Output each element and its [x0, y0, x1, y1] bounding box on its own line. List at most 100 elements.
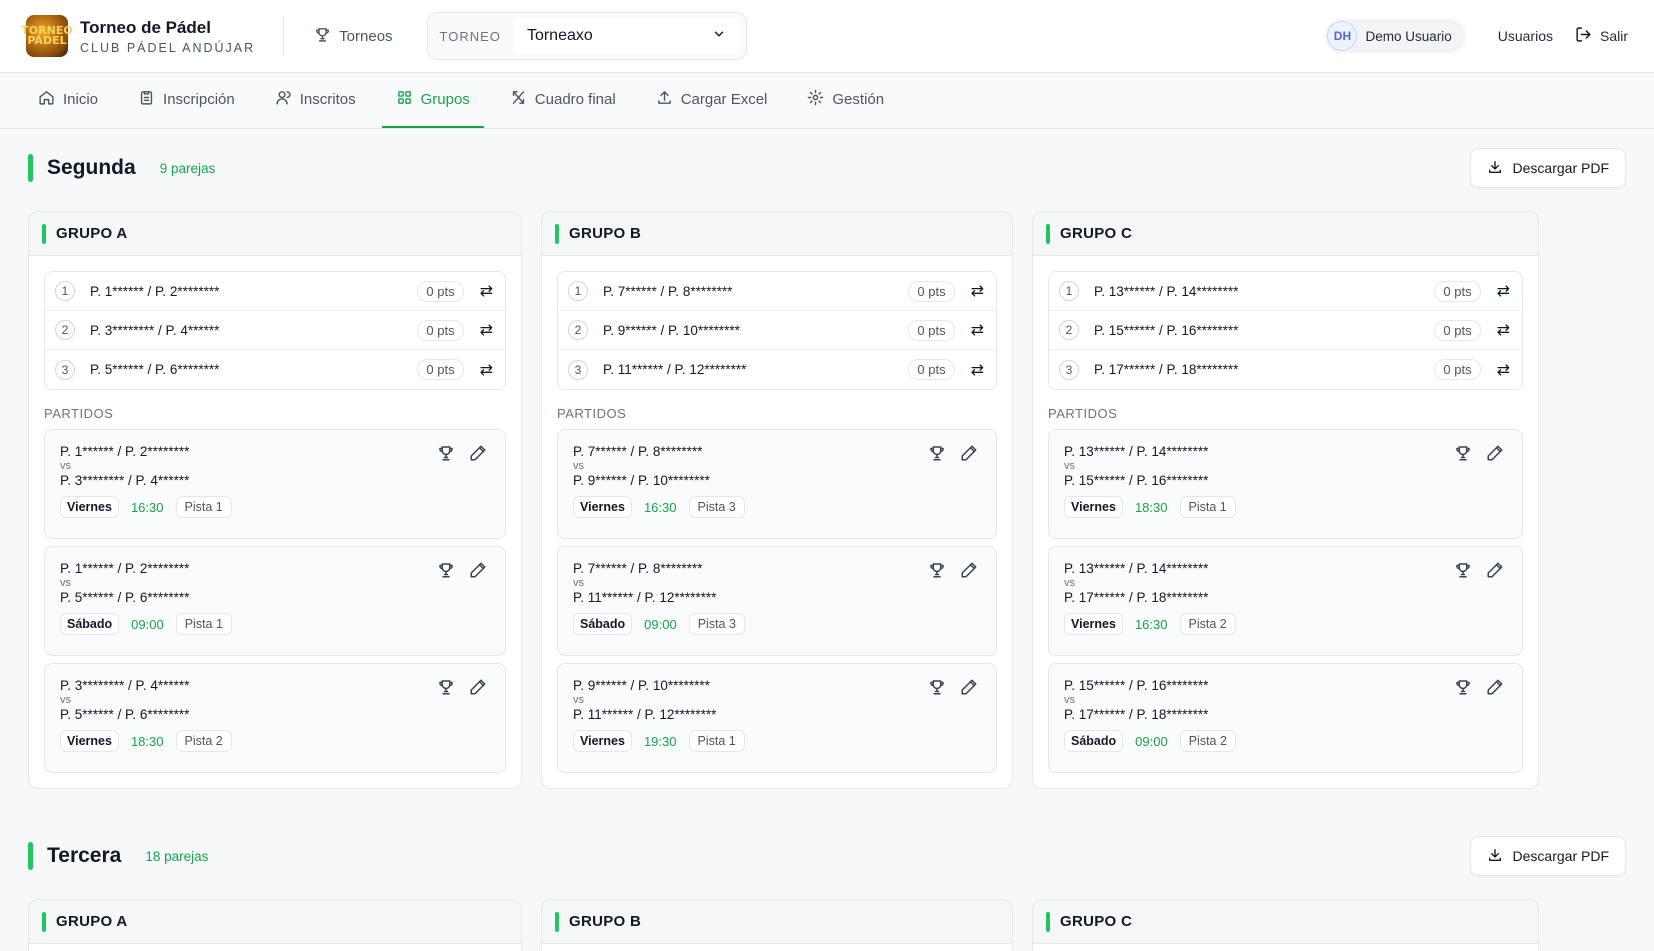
tab-cuadro-final[interactable]: Cuadro final [496, 73, 630, 128]
standings-row: 3 P. 17****** / P. 18******** 0 pts ⇄ [1049, 350, 1522, 389]
pair-name: P. 15****** / P. 16******** [1094, 322, 1239, 338]
trophy-icon [314, 26, 331, 47]
edit-icon[interactable] [1486, 561, 1504, 582]
standings-table: 1 P. 1****** / P. 2******** 0 pts ⇄ 2 P. 3***… [44, 271, 506, 390]
match-day: Viernes [573, 730, 632, 752]
swap-icon[interactable]: ⇄ [1496, 361, 1510, 379]
download-pdf-button[interactable]: Descargar PDF [1469, 836, 1626, 876]
trophy-icon[interactable] [928, 678, 946, 699]
tab-grupos[interactable]: Grupos [381, 73, 484, 128]
edit-icon[interactable] [469, 444, 487, 465]
category-section: Segunda 9 parejas Descargar PDF GRUPO A 1 P. … [28, 147, 1626, 789]
match-actions [928, 678, 978, 699]
group-accent-bar [1046, 223, 1050, 244]
trophy-icon[interactable] [437, 678, 455, 699]
match-court: Pista 3 [688, 613, 745, 635]
match-pair-b: P. 9****** / P. 10******** [573, 473, 710, 488]
points-badge: 0 pts [1434, 319, 1481, 341]
section-title: Segunda [47, 156, 136, 179]
main-content: Segunda 9 parejas Descargar PDF GRUPO A 1 P. … [0, 129, 1654, 951]
match-card: P. 7****** / P. 8******** vs P. 9****** / … [557, 429, 997, 539]
group-header: GRUPO A [29, 900, 521, 944]
match-pair-b: P. 3******** / P. 4****** [60, 473, 190, 488]
group-body [1033, 944, 1538, 951]
edit-icon[interactable] [469, 561, 487, 582]
group-accent-bar [1046, 911, 1050, 932]
brand: Torneo de Pádel CLUB PÁDEL ANDÚJAR [80, 18, 255, 55]
match-day: Viernes [60, 496, 119, 518]
vs-label: vs [573, 460, 584, 472]
points-badge: 0 pts [908, 319, 955, 341]
edit-icon[interactable] [960, 561, 978, 582]
tab-inscripcion[interactable]: Inscripción [124, 73, 249, 128]
download-pdf-label: Descargar PDF [1512, 160, 1609, 176]
swap-icon[interactable]: ⇄ [970, 283, 984, 300]
swap-icon[interactable]: ⇄ [970, 322, 984, 339]
swap-icon[interactable]: ⇄ [479, 322, 493, 339]
match-card: P. 1****** / P. 2******** vs P. 5****** / … [44, 546, 506, 656]
match-meta: Viernes 16:30 Pista 2 [1064, 613, 1507, 635]
usuarios-link[interactable]: Usuarios [1498, 28, 1553, 44]
matches-label: PARTIDOS [1048, 406, 1118, 421]
trophy-icon[interactable] [928, 444, 946, 465]
edit-icon[interactable] [1486, 678, 1504, 699]
trophy-icon[interactable] [1454, 561, 1472, 582]
section-header: Segunda 9 parejas Descargar PDF [28, 147, 1626, 189]
pair-name: P. 17****** / P. 18******** [1094, 362, 1239, 377]
swap-icon[interactable]: ⇄ [1496, 322, 1510, 339]
section-accent-bar [28, 154, 33, 182]
download-icon [1487, 159, 1503, 178]
match-card: P. 1****** / P. 2******** vs P. 3******** … [44, 429, 506, 539]
edit-icon[interactable] [469, 678, 487, 699]
edit-icon[interactable] [1486, 444, 1504, 465]
tab-label: Cuadro final [534, 91, 616, 108]
match-court: Pista 2 [175, 730, 232, 752]
edit-icon[interactable] [960, 444, 978, 465]
standings-table: 1 P. 7****** / P. 8******** 0 pts ⇄ 2 P. 9***… [557, 271, 997, 390]
trophy-icon[interactable] [1454, 444, 1472, 465]
match-pair-a: P. 9****** / P. 10******** [573, 678, 710, 693]
edit-icon[interactable] [960, 678, 978, 699]
swap-icon[interactable]: ⇄ [1496, 283, 1510, 300]
torneos-link[interactable]: Torneos [314, 26, 393, 47]
trophy-icon[interactable] [437, 444, 455, 465]
position-badge: 1 [1059, 281, 1079, 301]
points-badge: 0 pts [417, 280, 464, 302]
match-meta: Sábado 09:00 Pista 2 [1064, 730, 1507, 752]
standings-row: 1 P. 1****** / P. 2******** 0 pts ⇄ [45, 272, 505, 311]
category-section: Tercera 18 parejas Descargar PDF GRUPO A GRU… [28, 835, 1626, 951]
position-badge: 2 [568, 320, 588, 340]
brand-subtitle: CLUB PÁDEL ANDÚJAR [80, 40, 256, 55]
tab-inicio[interactable]: Inicio [24, 73, 112, 128]
group-accent-bar [555, 911, 559, 932]
group-header: GRUPO B [542, 212, 1012, 256]
group-title: GRUPO C [1060, 913, 1133, 930]
match-time: 09:00 [131, 616, 164, 632]
tab-gestion[interactable]: Gestión [793, 73, 898, 128]
match-card: P. 9****** / P. 10******** vs P. 11****** … [557, 663, 997, 773]
group-title: GRUPO B [569, 913, 642, 930]
group-body [29, 944, 521, 951]
trophy-icon[interactable] [928, 561, 946, 582]
swap-icon[interactable]: ⇄ [479, 283, 493, 300]
swap-icon[interactable]: ⇄ [970, 361, 984, 379]
upload-icon [656, 89, 673, 110]
download-pdf-button[interactable]: Descargar PDF [1469, 148, 1626, 188]
match-pair-a: P. 13****** / P. 14******** [1064, 561, 1209, 576]
group-card: GRUPO C [1032, 899, 1539, 951]
tab-inscritos[interactable]: Inscritos [261, 73, 370, 128]
swap-icon[interactable]: ⇄ [479, 361, 493, 379]
torneos-label: Torneos [339, 27, 393, 45]
match-day: Sábado [573, 613, 633, 635]
match-court: Pista 1 [175, 496, 232, 518]
match-actions [928, 444, 978, 465]
logout-button[interactable]: Salir [1575, 26, 1628, 46]
match-court: Pista 1 [688, 730, 745, 752]
trophy-icon[interactable] [437, 561, 455, 582]
trophy-icon[interactable] [1454, 678, 1472, 699]
user-pill[interactable]: DH Demo Usuario [1325, 19, 1466, 53]
group-card: GRUPO A [28, 899, 522, 951]
position-badge: 1 [55, 281, 75, 301]
tab-cargar-excel[interactable]: Cargar Excel [642, 73, 782, 128]
tournament-dropdown[interactable]: Torneaxo [512, 18, 740, 54]
